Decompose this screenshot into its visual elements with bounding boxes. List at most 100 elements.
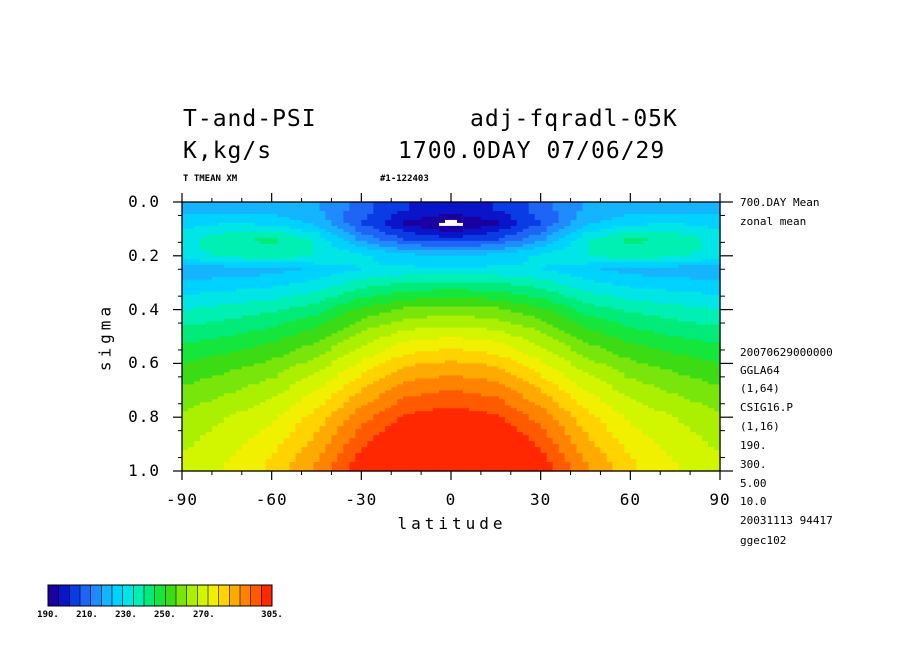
heat-cell [678, 264, 685, 269]
heat-cell [516, 228, 524, 233]
heat-cell [259, 249, 267, 254]
heat-cell [612, 255, 619, 260]
heat-cell [624, 255, 631, 260]
heat-cell [295, 219, 303, 224]
heat-cell [636, 324, 643, 329]
heat-cell [259, 279, 267, 284]
heat-cell [684, 222, 691, 227]
heat-cell [564, 345, 572, 350]
heat-cell [241, 276, 249, 281]
heat-cell [361, 222, 368, 227]
heat-cell [588, 231, 596, 236]
heat-cell [391, 282, 398, 287]
heat-cell [379, 216, 386, 221]
heat-cell [223, 285, 231, 290]
heat-cell [205, 231, 213, 236]
heat-cell [588, 225, 596, 230]
heat-cell [558, 202, 566, 206]
heat-cell [403, 237, 410, 242]
heat-cell [612, 204, 619, 209]
heat-cell [504, 255, 512, 260]
heat-cell [313, 267, 321, 272]
heat-cell [684, 210, 691, 215]
heat-cell [696, 348, 703, 353]
heat-cell [528, 234, 536, 239]
heat-cell [510, 315, 518, 320]
heat-cell [283, 282, 291, 287]
heat-cell [193, 297, 201, 302]
heat-cell [451, 324, 458, 329]
heat-cell [391, 279, 398, 284]
heat-cell [415, 324, 422, 329]
heat-cell [546, 207, 554, 212]
heat-cell [570, 202, 578, 206]
heat-cell [182, 255, 189, 260]
heat-cell [271, 264, 279, 269]
heat-cell [331, 333, 339, 338]
heat-cell [319, 348, 327, 353]
heat-cell [397, 258, 404, 263]
heat-cell [564, 339, 572, 344]
heat-cell [582, 258, 590, 263]
heat-cell [349, 213, 356, 218]
heat-cell [552, 354, 560, 359]
heat-cell [666, 210, 673, 215]
heat-cell [702, 288, 709, 293]
heat-cell [678, 261, 685, 266]
heat-cell [271, 312, 279, 317]
heat-cell [193, 291, 201, 296]
heat-cell [648, 204, 655, 209]
heat-cell [606, 348, 613, 353]
heat-cell [343, 309, 350, 314]
heat-cell [600, 348, 608, 353]
heat-cell [235, 252, 243, 257]
heat-cell [433, 294, 440, 299]
heat-cell [678, 348, 685, 353]
heat-cell [427, 207, 434, 212]
heat-cell [702, 357, 709, 362]
heat-cell [660, 216, 667, 221]
heat-cell [594, 228, 602, 233]
heat-cell [528, 252, 536, 257]
heat-cell [570, 300, 578, 305]
heat-cell [307, 255, 315, 260]
heat-cell [235, 348, 243, 353]
heat-cell [211, 273, 219, 278]
heat-cell [355, 231, 362, 236]
heat-cell [415, 345, 422, 350]
heat-cell [199, 339, 207, 344]
heat-cell [445, 342, 452, 347]
heat-cell [301, 360, 309, 364]
heat-cell [427, 300, 434, 305]
heat-cell [714, 246, 721, 251]
heat-cell [253, 357, 261, 362]
heat-cell [618, 345, 625, 350]
heat-cell [361, 264, 368, 269]
heat-cell [199, 234, 207, 239]
heat-cell [564, 348, 572, 353]
heat-cell [229, 303, 237, 308]
heat-cell [193, 246, 201, 251]
heat-cell [331, 327, 339, 332]
heat-cell [510, 279, 518, 284]
heat-cell [379, 330, 386, 335]
heat-cell [337, 204, 344, 209]
heat-cell [367, 228, 374, 233]
heat-cell [648, 231, 655, 236]
heat-cell [510, 240, 518, 245]
heat-cell [229, 237, 237, 242]
heat-cell [504, 339, 512, 344]
heat-cell [187, 222, 195, 227]
heat-cell [283, 249, 291, 254]
heat-cell [570, 237, 578, 242]
heat-cell [522, 252, 530, 257]
heat-cell [546, 360, 554, 364]
heat-cell [445, 213, 452, 218]
heat-cell [504, 234, 512, 239]
heat-cell [439, 202, 446, 206]
heat-cell [624, 231, 631, 236]
heat-cell [468, 267, 476, 272]
heat-cell [193, 357, 201, 362]
heat-cell [182, 315, 189, 320]
heat-cell [337, 303, 344, 308]
